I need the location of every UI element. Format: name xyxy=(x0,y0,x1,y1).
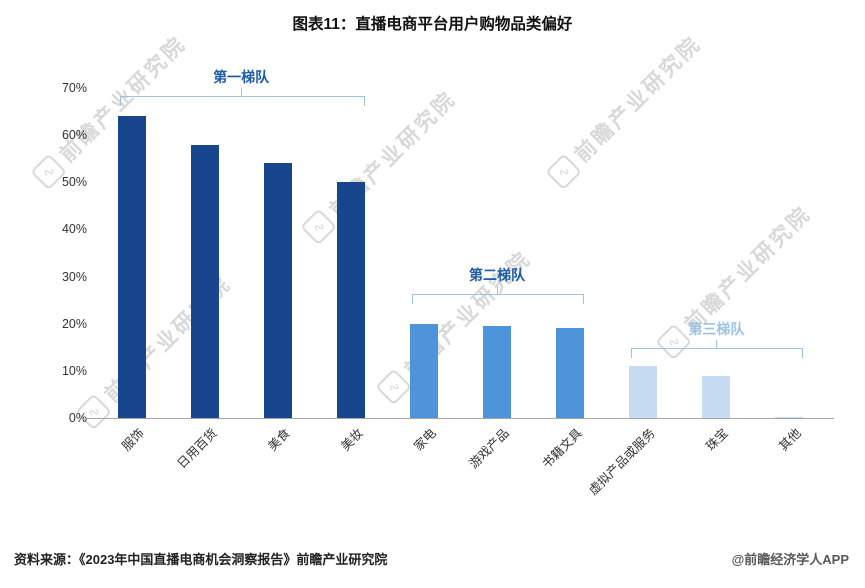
bar xyxy=(409,323,438,418)
credit-note: @前瞻经济学人APP xyxy=(731,552,849,567)
tier-bracket xyxy=(411,293,585,304)
bar xyxy=(702,375,731,418)
bar xyxy=(336,182,365,418)
source-note: 资料来源：《2023年中国直播电商机会洞察报告》前瞻产业研究院 xyxy=(14,552,388,567)
y-axis-tick-label: 0% xyxy=(68,411,87,425)
bar xyxy=(629,366,658,418)
y-axis-tick-label: 50% xyxy=(61,175,87,190)
tier-label: 第二梯队 xyxy=(469,266,526,283)
chart-title: 图表11：直播电商平台用户购物品类偏好 xyxy=(292,16,573,33)
y-axis-tick-label: 40% xyxy=(61,222,87,237)
y-axis-tick-label: 30% xyxy=(61,269,87,284)
tier-bracket-tick xyxy=(497,285,499,294)
x-axis-line xyxy=(87,418,834,419)
tier-bracket-tick xyxy=(716,340,718,349)
bar xyxy=(117,116,146,418)
tier-bracket xyxy=(119,96,365,107)
bar xyxy=(775,416,804,418)
bar xyxy=(556,328,585,418)
bar xyxy=(190,144,219,418)
bar xyxy=(483,326,512,418)
y-axis-tick-label: 20% xyxy=(61,316,87,331)
y-axis-tick-label: 10% xyxy=(61,363,87,378)
plot-area: 服饰 日用百货 美食 美妆 家电 游戏产品 书籍文具 虚拟产品或服务 珠宝 其他 0% 10% 20% 3… xyxy=(62,69,834,498)
tier-bracket-tick xyxy=(241,88,243,97)
tier-bracket xyxy=(631,348,804,359)
bar xyxy=(263,163,292,418)
y-axis-tick-label: 70% xyxy=(61,81,87,95)
y-axis-tick-label: 60% xyxy=(61,128,87,143)
tier-label: 第一梯队 xyxy=(213,69,270,86)
tier-label: 第三梯队 xyxy=(688,321,745,338)
